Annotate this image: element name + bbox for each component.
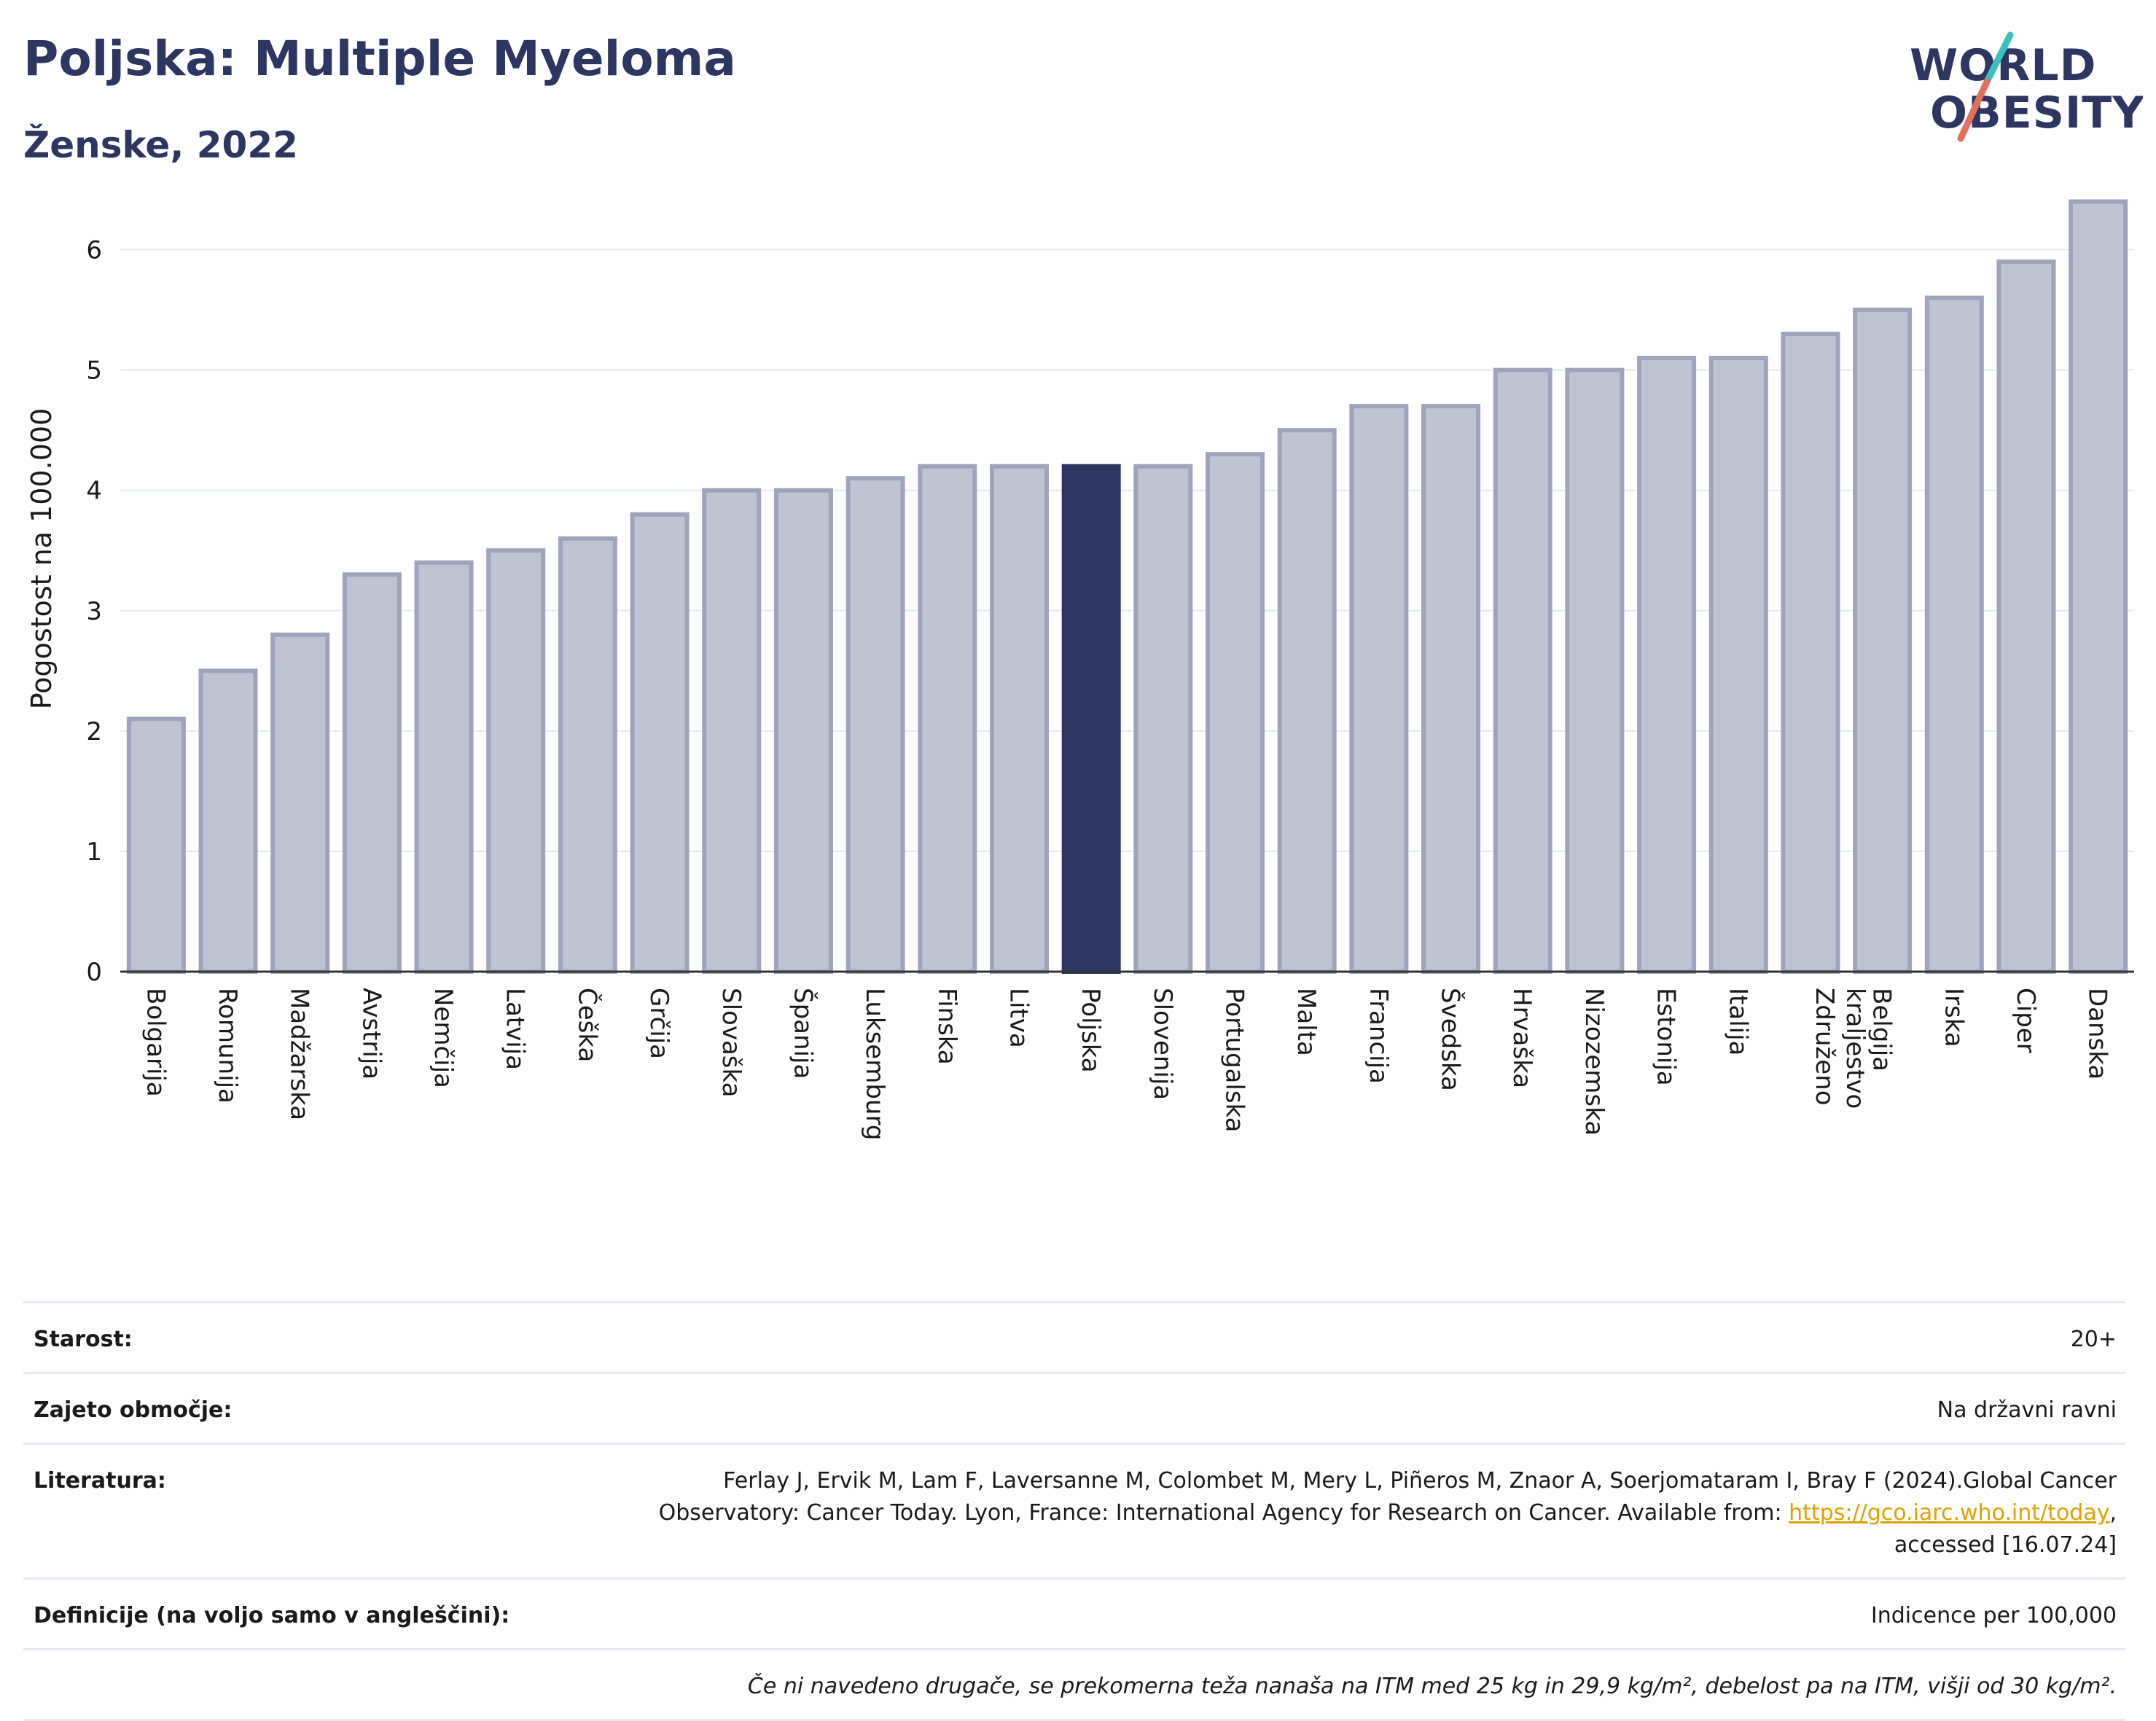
y-tick-label: 3 xyxy=(86,597,102,626)
x-tick-label: Španija xyxy=(788,988,818,1079)
x-tick-label: Švedska xyxy=(1436,988,1466,1091)
x-tick-label: Litva xyxy=(1004,988,1033,1048)
logo-slash-teal xyxy=(1983,31,2014,85)
bar xyxy=(1853,308,1913,975)
info-row-definitions: Definicije (na voljo samo v angleščini):… xyxy=(23,1577,2125,1648)
x-tick-label: Malta xyxy=(1292,988,1321,1056)
bar xyxy=(2069,199,2128,975)
x-tick-layer: Bolgarija Romunija Madžarska Avstrija Nemčij… xyxy=(141,988,2112,1140)
logo-slash-coral xyxy=(1957,78,1991,142)
x-tick-label: Estonija xyxy=(1652,988,1681,1086)
bar xyxy=(989,464,1049,974)
x-tick-label: Slovenija xyxy=(1148,988,1177,1100)
x-tick-label: Avstrija xyxy=(356,988,386,1080)
y-tick-label: 1 xyxy=(86,838,102,867)
x-tick-label: Hrvaška xyxy=(1507,988,1536,1088)
y-axis-label: Pogostost na 100.000 xyxy=(26,408,58,710)
info-row-note: Če ni navedeno drugače, se prekomerna te… xyxy=(23,1648,2125,1721)
bar xyxy=(558,536,617,974)
age-label: Starost: xyxy=(34,1327,133,1352)
bar xyxy=(342,572,402,974)
y-tick-label: 4 xyxy=(86,477,102,506)
literature-tail: , accessed [16.07.24] xyxy=(1894,1500,2117,1558)
x-tick-label: Češka xyxy=(572,988,602,1062)
x-tick-label: Slovaška xyxy=(716,988,746,1097)
note-text: Če ni navedeno drugače, se prekomerna te… xyxy=(747,1674,2117,1699)
x-tick-label: Francija xyxy=(1364,988,1393,1084)
y-tick-label: 6 xyxy=(86,236,102,265)
x-tick-label: Romunija xyxy=(213,988,242,1104)
y-tick-label: 2 xyxy=(86,717,102,746)
bar xyxy=(1565,367,1625,975)
bar xyxy=(702,488,762,974)
bar xyxy=(1349,404,1409,974)
info-table: Starost: 20+ Zajeto območje: Na državni … xyxy=(23,1301,2125,1721)
bar xyxy=(845,476,905,974)
bar-layer xyxy=(126,199,2128,975)
bar xyxy=(1493,367,1552,975)
bar xyxy=(1637,356,1697,975)
page-subtitle: Ženske, 2022 xyxy=(23,124,298,166)
bar-highlighted xyxy=(1061,464,1121,974)
x-tick-label: Združenokraljestvo xyxy=(1810,988,1870,1109)
info-row-age: Starost: 20+ xyxy=(23,1301,2125,1372)
x-tick-label: Nemčija xyxy=(429,988,458,1088)
literature-value: Ferlay J, Ervik M, Lam F, Laversanne M, … xyxy=(601,1465,2117,1561)
x-tick-label: Danska xyxy=(2083,988,2112,1080)
bar xyxy=(1206,452,1265,974)
page-title: Poljska: Multiple Myeloma xyxy=(23,31,736,87)
x-tick-label: Latvija xyxy=(501,988,530,1070)
bar xyxy=(1781,332,1840,975)
bar xyxy=(1277,428,1337,974)
bar xyxy=(918,464,977,974)
definitions-label: Definicije (na voljo samo v angleščini): xyxy=(34,1603,510,1628)
world-obesity-logo: WORLD OBESITY xyxy=(1910,31,2143,142)
bar xyxy=(1133,464,1193,974)
y-tick-layer: 0 1 2 3 4 5 6 xyxy=(86,236,102,987)
x-tick-label: Nizozemska xyxy=(1579,988,1609,1136)
y-tick-label: 5 xyxy=(86,356,102,386)
x-tick-label: Ciper xyxy=(2011,988,2040,1053)
x-tick-label: Bolgarija xyxy=(141,988,170,1097)
x-tick-label: Irska xyxy=(1939,988,1968,1047)
x-tick-label: Italija xyxy=(1723,988,1752,1055)
x-tick-label: Grčija xyxy=(644,988,673,1059)
info-row-literature: Literatura: Ferlay J, Ervik M, Lam F, La… xyxy=(23,1443,2125,1577)
x-tick-label: Finska xyxy=(932,988,961,1065)
area-value: Na državni ravni xyxy=(1937,1397,2117,1423)
x-tick-label: Luksemburg xyxy=(860,988,889,1140)
area-label: Zajeto območje: xyxy=(34,1397,233,1423)
bar xyxy=(1708,356,1768,975)
bar xyxy=(1421,404,1481,974)
y-tick-label: 0 xyxy=(86,958,102,987)
x-tick-label: Portugalska xyxy=(1220,988,1249,1132)
bar xyxy=(486,548,546,974)
bar xyxy=(270,632,330,974)
bar xyxy=(773,488,833,974)
info-row-area: Zajeto območje: Na državni ravni xyxy=(23,1372,2125,1443)
literature-label: Literatura: xyxy=(34,1468,166,1494)
bar xyxy=(198,668,258,974)
bar xyxy=(414,560,474,974)
bar xyxy=(1924,295,1984,975)
x-tick-label: Madžarska xyxy=(285,988,314,1120)
bar xyxy=(1996,259,2056,975)
x-tick-label: Poljska xyxy=(1076,988,1105,1073)
bar-chart: 0 1 2 3 4 5 6 Bolgarija Romunija Madžarska Avstri… xyxy=(26,199,2134,1140)
bar xyxy=(126,717,186,974)
x-tick-label: Belgija xyxy=(1867,988,1897,1072)
literature-text: Ferlay J, Ervik M, Lam F, Laversanne M, … xyxy=(658,1468,2117,1526)
literature-link[interactable]: https://gco.iarc.who.int/today xyxy=(1789,1500,2110,1526)
bar xyxy=(630,512,690,974)
age-value: 20+ xyxy=(2070,1327,2117,1352)
definitions-value: Indicence per 100,000 xyxy=(1870,1603,2117,1628)
